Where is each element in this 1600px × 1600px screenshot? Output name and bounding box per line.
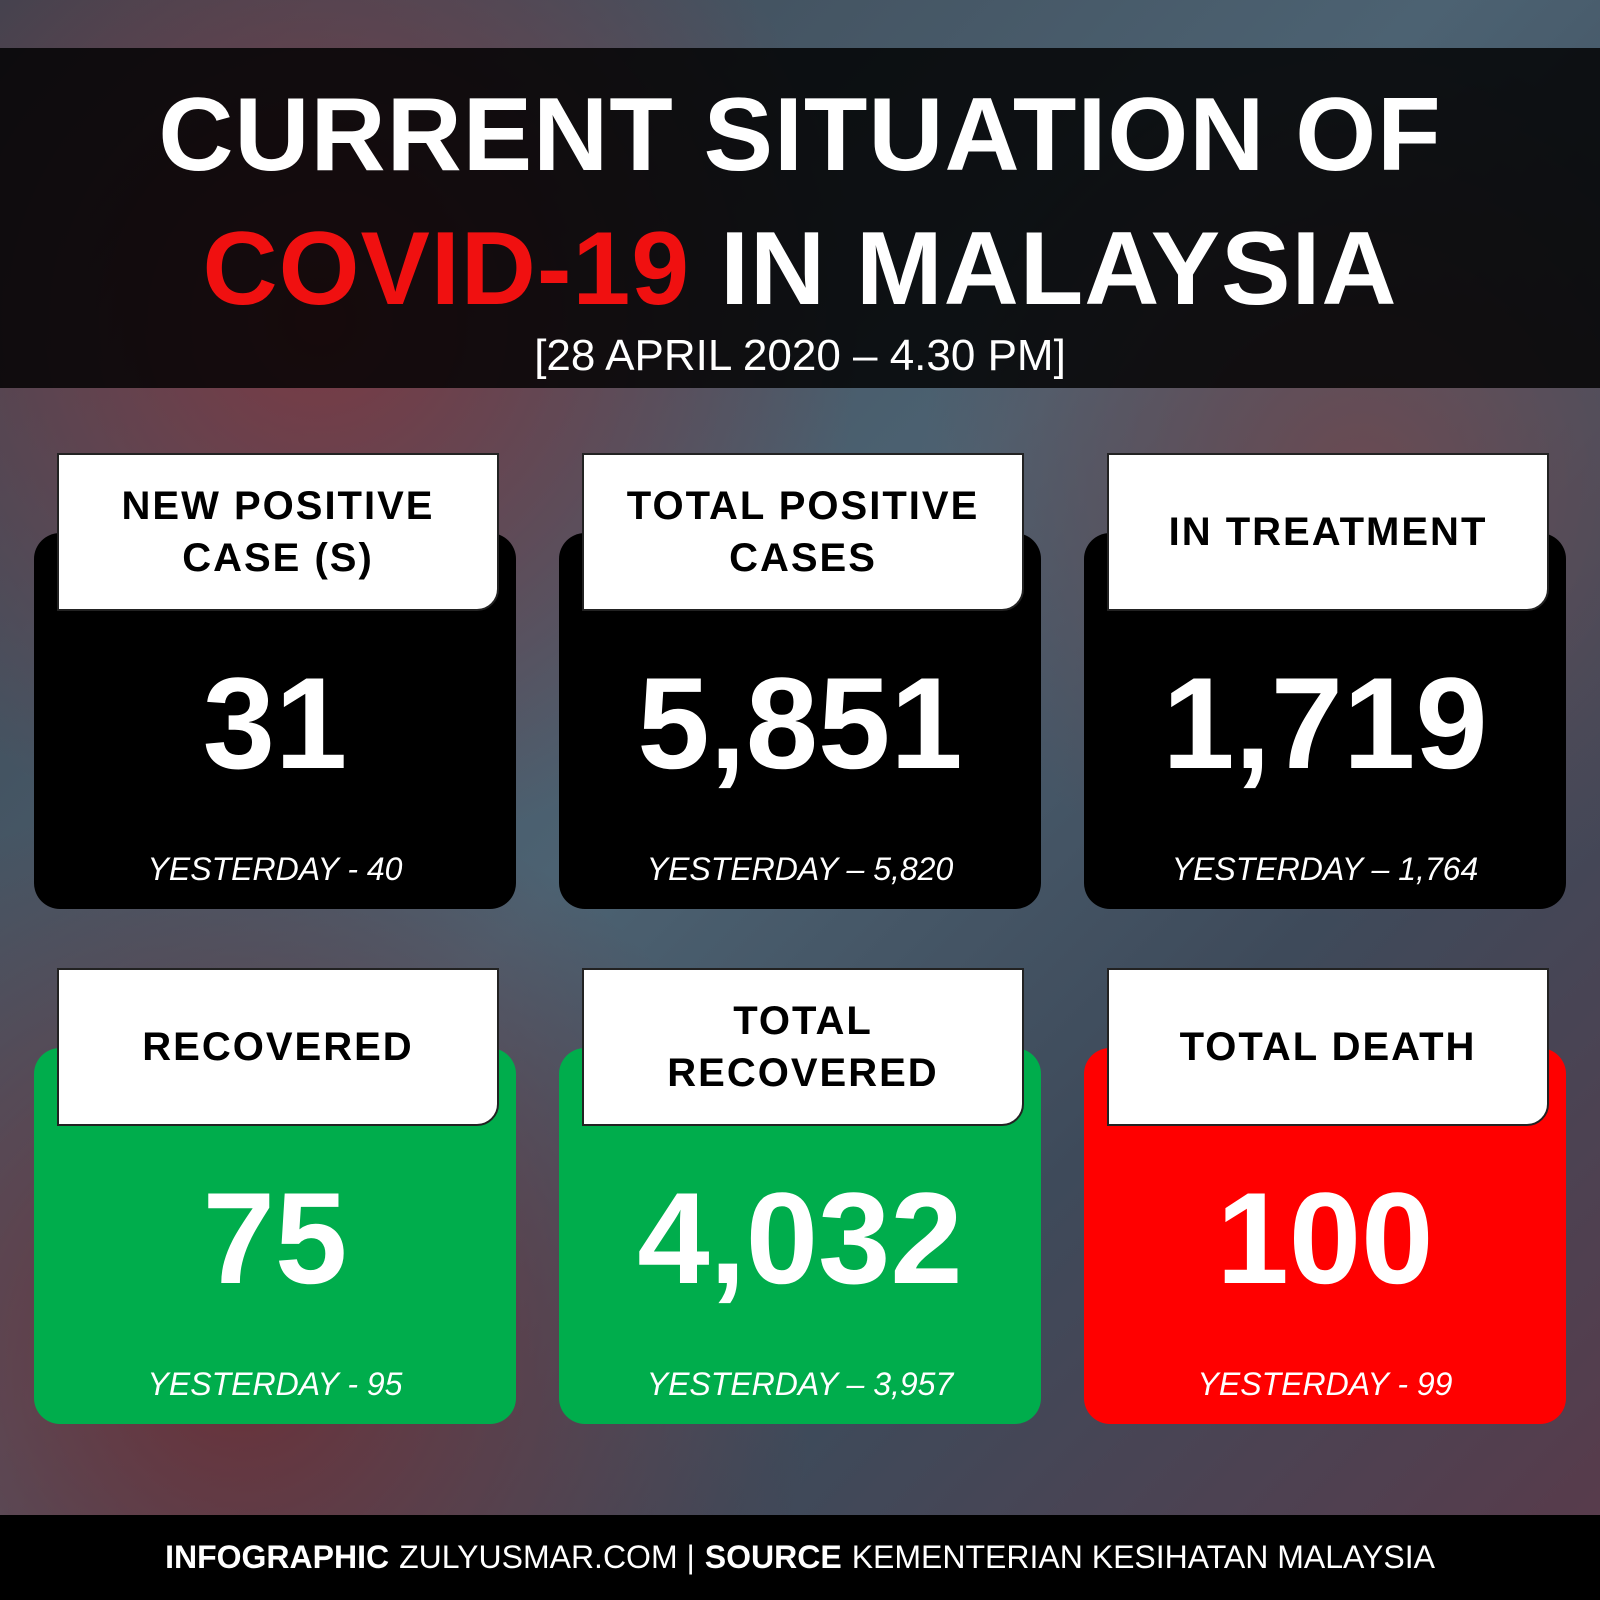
title-rest: IN MALAYSIA [720, 211, 1398, 327]
card-yesterday: YESTERDAY - 95 [147, 1366, 403, 1402]
card-value: 75 [202, 1165, 348, 1311]
card-label: IN TREATMENT [1107, 453, 1549, 611]
date: [28 APRIL 2020 – 4.30 PM] [534, 331, 1066, 380]
card-yesterday: YESTERDAY - 99 [1197, 1366, 1453, 1402]
card-yesterday: YESTERDAY – 5,820 [646, 851, 954, 887]
card-label: TOTAL DEATH [1107, 968, 1549, 1126]
card-label: RECOVERED [57, 968, 499, 1126]
card-yesterday: YESTERDAY – 3,957 [646, 1366, 954, 1402]
card-label: TOTAL RECOVERED [582, 968, 1024, 1126]
footer: INFOGRAPHIC ZULYUSMAR.COM | SOURCE KEMEN… [0, 1515, 1600, 1600]
footer-label: INFOGRAPHIC [165, 1539, 390, 1575]
card-label: TOTAL POSITIVE CASES [582, 453, 1024, 611]
card-value: 5,851 [637, 650, 963, 796]
title-highlight: COVID-19 [202, 211, 691, 327]
card-label: NEW POSITIVE CASE (S) [57, 453, 499, 611]
header: CURRENT SITUATION OF COVID-19 IN MALAYSI… [0, 48, 1600, 388]
footer-source: KEMENTERIAN KESIHATAN MALAYSIA [851, 1539, 1435, 1575]
card-value: 100 [1216, 1165, 1434, 1311]
footer-label: SOURCE [704, 1539, 842, 1575]
card-yesterday: YESTERDAY - 40 [147, 851, 403, 887]
card-value: 1,719 [1162, 650, 1488, 796]
title: CURRENT SITUATION OF [158, 77, 1442, 193]
title: COVID-19 IN MALAYSIA [0, 210, 1600, 329]
card-yesterday: YESTERDAY – 1,764 [1171, 851, 1479, 887]
footer-site: ZULYUSMAR.COM | [399, 1539, 695, 1575]
card-value: 4,032 [637, 1165, 963, 1311]
card-value: 31 [202, 650, 348, 796]
